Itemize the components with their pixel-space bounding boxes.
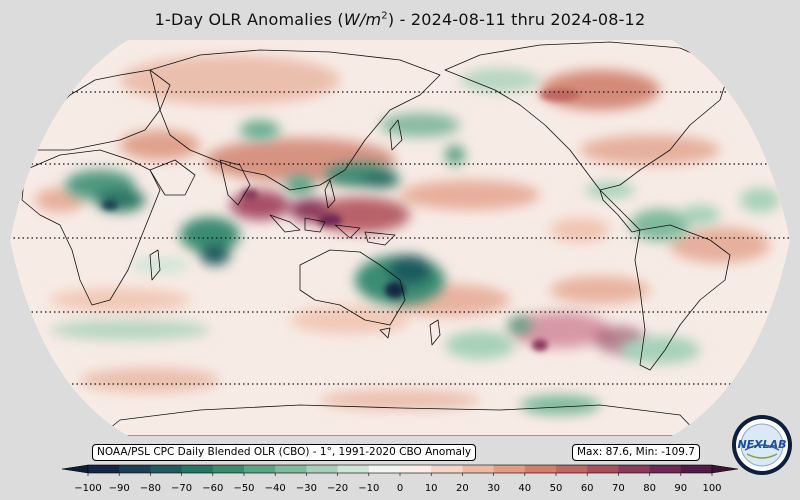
colorbar-tick-label: 30: [487, 483, 500, 494]
stats-label: Max: 87.6, Min: -109.7: [572, 444, 700, 461]
colorbar-tick-label: 70: [612, 483, 625, 494]
colorbar-tick-label: −30: [295, 483, 317, 494]
title-suffix: ) - 2024-08-11 thru 2024-08-12: [387, 10, 646, 29]
colorbar-segment: [306, 465, 339, 473]
colorbar-tick-label: −70: [171, 483, 193, 494]
colorbar-tick-label: −80: [139, 483, 161, 494]
negative-anomaly-regions: [50, 68, 780, 415]
colorbar-segment: [618, 465, 651, 473]
colorbar-tick-label: −20: [327, 483, 349, 494]
latitude-gridlines: [10, 91, 790, 385]
colorbar-tick-label: 60: [580, 483, 594, 494]
colorbar-segment: [244, 465, 276, 473]
colorbar-tick-label: 20: [456, 483, 469, 494]
nexlab-logo: NEXLAB: [732, 415, 792, 475]
colorbar-tick-label: −90: [108, 483, 130, 494]
colorbar-segment: [587, 465, 619, 473]
title-unit-exponent: 2: [381, 10, 388, 22]
colorbar-segment: [337, 465, 370, 473]
title-unit: W/m: [343, 10, 382, 29]
colorbar-segment: [431, 465, 463, 473]
anomaly-details: [102, 89, 580, 351]
logo-text: NEXLAB: [737, 438, 786, 451]
colorbar-segment: [275, 465, 307, 473]
colorbar-tick-label: −60: [202, 483, 224, 494]
colorbar: [61, 464, 739, 476]
colorbar-segment: [212, 465, 245, 473]
colorbar-segment: [524, 465, 557, 473]
colorbar-tick-marks: [87, 473, 713, 476]
colorbar-tick-label: 10: [424, 483, 438, 494]
positive-anomaly-regions: [35, 55, 770, 410]
colorbar-segment: [680, 465, 713, 473]
colorbar-segments: [88, 465, 713, 473]
colorbar-segment: [119, 465, 151, 473]
colorbar-tick-label: −50: [233, 483, 255, 494]
colorbar-min-extension: [61, 464, 89, 474]
colorbar-tick-label: 40: [518, 483, 532, 494]
colorbar-segment: [649, 465, 682, 473]
title-prefix: 1-Day OLR Anomalies (: [154, 10, 344, 29]
colorbar-tick-label: −100: [74, 483, 102, 494]
anomaly-field: [10, 41, 790, 436]
colorbar-tick-label: −40: [264, 483, 286, 494]
colorbar-tick-label: 80: [643, 483, 656, 494]
colorbar-tick-label: 0: [396, 483, 404, 494]
colorbar-tick-label: 50: [549, 483, 563, 494]
colorbar-segment: [493, 465, 526, 473]
colorbar-tick-label: −10: [358, 483, 380, 494]
map-title: 1-Day OLR Anomalies (W/m2) - 2024-08-11 …: [0, 10, 800, 29]
colorbar-segment: [462, 465, 495, 473]
colorbar-segment: [400, 465, 432, 473]
colorbar-segment: [368, 465, 401, 473]
data-source-label: NOAA/PSL CPC Daily Blended OLR (CBO) - 1…: [92, 444, 477, 461]
colorbar-segment: [556, 465, 588, 473]
colorbar-tick-label: 90: [674, 483, 688, 494]
coastlines: [21, 41, 761, 436]
colorbar-segment: [88, 465, 120, 473]
colorbar-segment: [181, 465, 214, 473]
colorbar-tick-label: 100: [702, 483, 722, 494]
colorbar-segment: [150, 465, 183, 473]
